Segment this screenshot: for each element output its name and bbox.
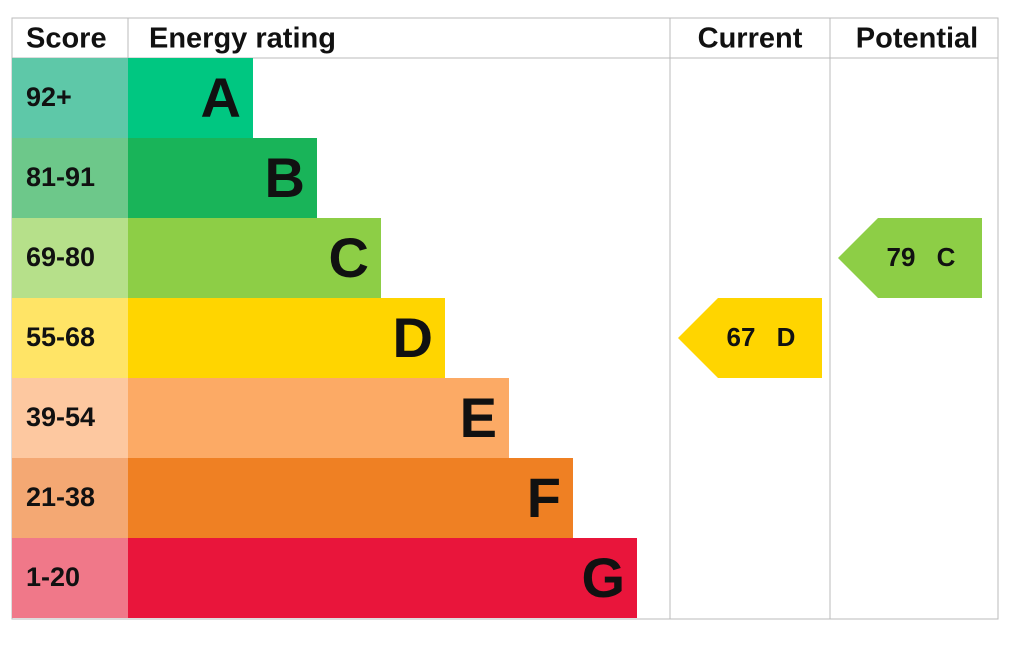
current-arrow [678, 298, 822, 378]
rating-letter: E [460, 386, 497, 449]
score-cell [12, 58, 128, 138]
score-cell [12, 458, 128, 538]
score-label: 81-91 [26, 162, 95, 192]
score-cell [12, 138, 128, 218]
header-score: Score [26, 23, 107, 55]
rating-bar [128, 378, 509, 458]
score-cell [12, 538, 128, 618]
rating-letter: A [201, 66, 241, 129]
score-cell [12, 378, 128, 458]
score-label: 1-20 [26, 562, 80, 592]
score-label: 92+ [26, 82, 72, 112]
rating-bar [128, 538, 637, 618]
rating-letter: D [393, 306, 433, 369]
header-rating: Energy rating [149, 23, 336, 55]
rating-letter: G [581, 546, 625, 609]
current-value: 67 [727, 322, 756, 352]
score-label: 55-68 [26, 322, 95, 352]
score-label: 39-54 [26, 402, 95, 432]
rating-letter: C [329, 226, 369, 289]
current-letter: D [777, 322, 796, 352]
rating-letter: B [265, 146, 305, 209]
score-cell [12, 218, 128, 298]
potential-arrow [838, 218, 982, 298]
rating-bar [128, 298, 445, 378]
rating-bar [128, 58, 253, 138]
potential-letter: C [937, 242, 956, 272]
rating-letter: F [527, 466, 561, 529]
header-potential: Potential [856, 23, 978, 55]
score-label: 21-38 [26, 482, 95, 512]
potential-value: 79 [887, 242, 916, 272]
rating-bar [128, 458, 573, 538]
score-cell [12, 298, 128, 378]
rating-bar [128, 138, 317, 218]
score-label: 69-80 [26, 242, 95, 272]
rating-bar [128, 218, 381, 298]
header-current: Current [698, 23, 803, 55]
